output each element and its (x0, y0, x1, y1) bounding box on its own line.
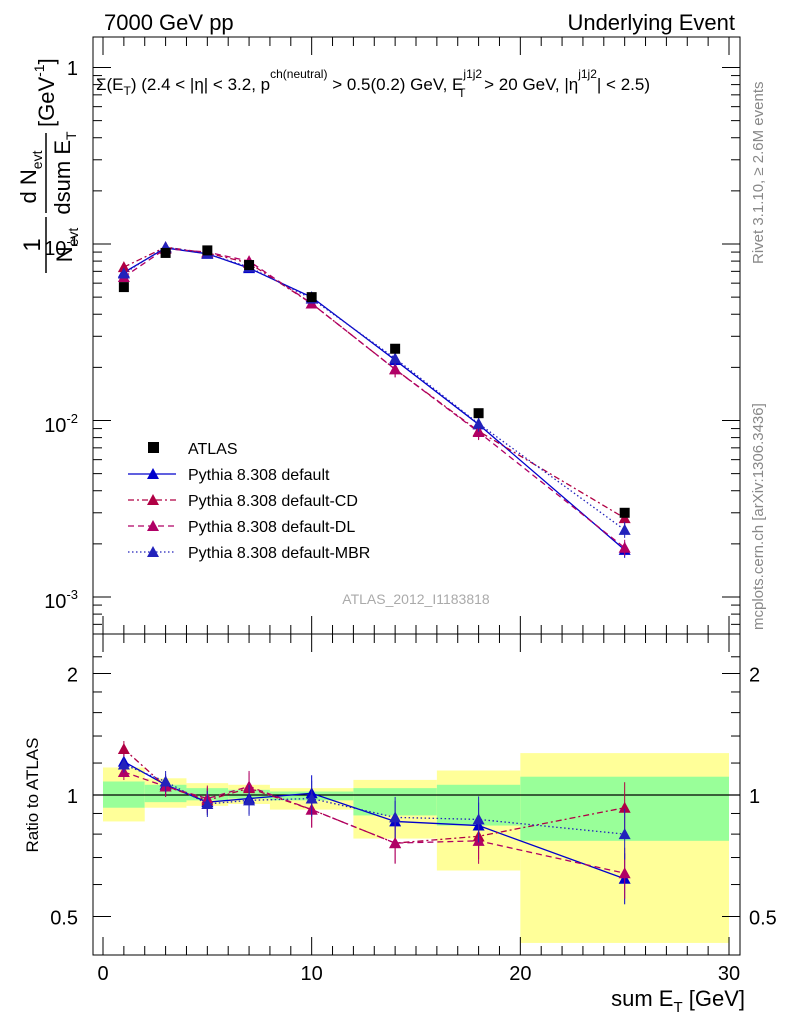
ratio-bands (93, 753, 740, 943)
main-point (389, 352, 402, 364)
data-point (160, 247, 171, 258)
header-right: Underlying Event (567, 10, 735, 35)
main-ytick-label: 10-3 (44, 587, 78, 613)
ratio-series-line (123, 761, 625, 880)
ratio-point (389, 811, 402, 823)
legend-label: ATLAS (188, 441, 238, 458)
ratio-ylabel: Ratio to ATLAS (23, 738, 42, 853)
legend: ATLAS Pythia 8.308 default Pythia 8.308 de… (128, 441, 370, 562)
side-label-top: Rivet 3.1.10, ≥ 2.6M events (750, 82, 767, 265)
legend-label: Pythia 8.308 default-DL (188, 519, 355, 536)
ratio-point (117, 743, 130, 755)
main-point (472, 417, 485, 429)
ratio-ytick-label-right: 0.5 (749, 908, 777, 930)
ratio-point (243, 794, 256, 806)
header-left: 7000 GeV pp (104, 10, 234, 35)
xtick-label: 20 (509, 963, 531, 985)
legend-marker (147, 468, 159, 479)
ratio-point (618, 828, 631, 840)
data-point (244, 260, 255, 271)
watermark: ATLAS_2012_I1183818 (342, 591, 490, 607)
svg-text:[GeV-1]: [GeV-1] (31, 58, 59, 127)
ratio-series (117, 741, 631, 905)
main-point (389, 363, 402, 375)
main-series-line (123, 246, 626, 531)
legend-marker (147, 520, 159, 531)
ratio-series-line (123, 763, 625, 835)
data-point (118, 282, 129, 293)
tick-labels: 10-310-210-110.5 0.51 12 20 10 20 30 (44, 58, 777, 985)
ratio-point (117, 758, 130, 770)
legend-marker (147, 546, 159, 557)
legend-label: Pythia 8.308 default-CD (188, 493, 358, 510)
ratio-series-line (123, 771, 625, 874)
main-point (618, 523, 631, 535)
main-series-line (123, 246, 625, 519)
ratio-point (305, 792, 318, 804)
main-series (117, 241, 631, 558)
main-series-line (123, 248, 626, 549)
data-point (473, 408, 484, 419)
xtick-label: 10 (301, 963, 323, 985)
ratio-ytick-label-right: 2 (749, 665, 760, 687)
ratio-ytick-label: 0.5 (50, 908, 78, 930)
plot-title: Σ(ET) (2.4 < |η| < 3.2, pch(neutral) > 0… (96, 67, 650, 100)
xlabel: sum ET [GeV] (611, 986, 745, 1016)
data-point (619, 507, 630, 518)
ratio-point (201, 797, 214, 809)
ratio-point (159, 775, 172, 787)
ratio-point (472, 813, 485, 825)
main-point (117, 261, 130, 273)
ratio-series-line (123, 748, 625, 844)
svg-text:Σ(ET) (2.4 < |η| < 3.2, pch(ne: Σ(ET) (2.4 < |η| < 3.2, pch(neutral) > 0… (96, 67, 650, 100)
axis-ticks (93, 37, 740, 955)
ratio-point (389, 837, 402, 849)
svg-text:dsum ET: dsum ET (50, 131, 79, 215)
legend-marker (147, 494, 159, 505)
main-ytick-label: 1 (67, 58, 78, 80)
ratio-point (618, 867, 631, 879)
data-point (202, 245, 213, 256)
legend-label: Pythia 8.308 default (188, 467, 330, 484)
data-point (390, 343, 401, 354)
main-point (117, 267, 130, 279)
legend-label: Pythia 8.308 default-MBR (188, 545, 370, 562)
svg-text:d Nevt: d Nevt (16, 150, 45, 203)
ratio-ytick-label-right: 1 (749, 786, 760, 808)
side-label-bottom: mcplots.cern.ch [arXiv:1306.3436] (750, 403, 767, 630)
ratio-ytick-label: 2 (67, 665, 78, 687)
xtick-label: 0 (97, 963, 108, 985)
ratio-point (618, 801, 631, 813)
svg-text:1: 1 (19, 238, 46, 251)
main-ytick-label: 10-2 (44, 411, 78, 437)
ratio-ytick-label: 1 (67, 786, 78, 808)
legend-marker-atlas (148, 442, 159, 453)
data-point (306, 292, 317, 303)
xtick-label: 30 (718, 963, 740, 985)
main-point (618, 541, 631, 553)
